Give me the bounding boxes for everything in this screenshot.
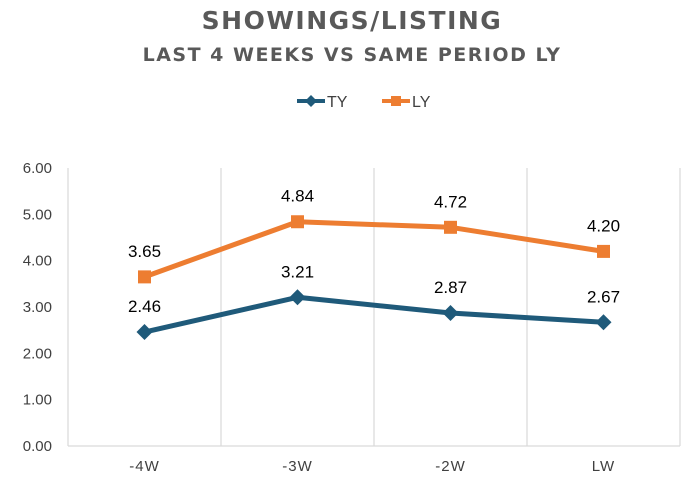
x-tick-label: -3W <box>282 458 313 475</box>
legend-item-ly: LY <box>382 94 431 111</box>
series-layer: 2.46 3.21 2.87 2.67 3.65 4.84 4.72 4.20 <box>128 187 620 341</box>
square-point <box>597 244 610 258</box>
x-axis: -4W -3W -2W LW <box>129 458 615 475</box>
data-label: 3.21 <box>281 262 314 281</box>
legend: TY LY <box>297 94 431 111</box>
legend-label: LY <box>412 94 431 111</box>
x-tick-label: -2W <box>435 458 466 475</box>
y-tick-label: 4.00 <box>23 253 52 270</box>
legend-label: TY <box>327 94 348 111</box>
series-ty: 2.46 3.21 2.87 2.67 <box>128 262 620 341</box>
diamond-point <box>442 305 459 322</box>
y-tick-label: 3.00 <box>23 299 52 316</box>
data-label: 4.84 <box>281 187 314 206</box>
data-label: 2.67 <box>587 287 620 306</box>
y-axis: 0.00 1.00 2.00 3.00 4.00 5.00 6.00 <box>23 160 52 455</box>
y-tick-label: 6.00 <box>23 160 52 177</box>
series-line <box>142 294 606 335</box>
chart-title: SHOWINGS/LISTING <box>202 6 503 35</box>
legend-item-ty: TY <box>297 94 348 111</box>
y-tick-label: 5.00 <box>23 206 52 223</box>
data-label: 4.20 <box>587 216 620 235</box>
x-tick-label: -4W <box>129 458 160 475</box>
diamond-point <box>289 289 306 306</box>
data-label: 2.46 <box>128 297 161 316</box>
y-tick-label: 2.00 <box>23 345 52 362</box>
diamond-point <box>595 314 612 331</box>
data-label: 2.87 <box>434 278 467 297</box>
diamond-point <box>136 324 153 341</box>
chart-subtitle: LAST 4 WEEKS VS SAME PERIOD LY <box>143 44 562 66</box>
x-tick-label: LW <box>592 458 615 475</box>
series-ly: 3.65 4.84 4.72 4.20 <box>128 187 620 284</box>
square-point <box>291 215 304 229</box>
data-label: 3.65 <box>128 242 161 261</box>
legend-diamond-icon <box>305 95 317 107</box>
y-tick-label: 0.00 <box>23 438 52 455</box>
square-point <box>138 270 151 284</box>
series-line <box>142 219 606 280</box>
square-point <box>444 220 457 234</box>
legend-square-icon <box>391 96 401 106</box>
data-label: 4.72 <box>434 192 467 211</box>
y-tick-label: 1.00 <box>23 392 52 409</box>
